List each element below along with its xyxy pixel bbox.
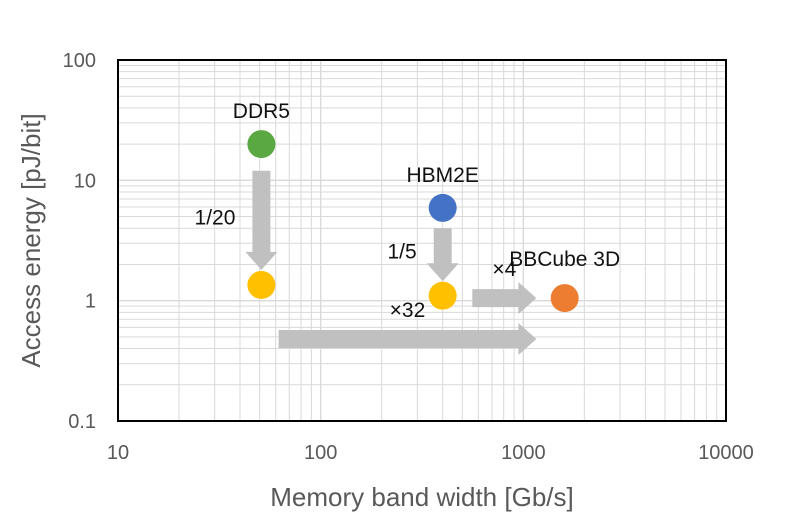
arrow [472,282,537,315]
y-axis-title: Access energy [pJ/bit] [16,113,46,367]
grid [118,60,726,421]
x-tick-label: 10000 [698,442,754,464]
arrow [426,228,459,282]
x-axis-title: Memory band width [Gb/s] [270,482,573,512]
arrow-label: 1/20 [195,206,236,229]
data-point [247,130,276,159]
plot-frame [117,59,727,422]
x-tick-label: 100 [304,442,337,464]
tick-labels: 10 100 1000 10000 0.1 1 10 100 [63,50,754,464]
point-labels: DDR5 HBM2E BBCube 3D [233,100,620,271]
arrow [245,170,278,270]
arrow-label: ×32 [390,299,426,322]
data-point [428,193,457,222]
arrow-label: 1/5 [387,241,416,264]
point-label: HBM2E [407,164,479,187]
point-label: BBCube 3D [509,248,620,271]
y-tick-label: 100 [63,50,96,72]
x-tick-label: 10 [107,442,129,464]
x-tick-label: 1000 [501,442,546,464]
y-tick-label: 1 [85,291,96,313]
arrow [278,323,537,355]
data-point [428,281,457,310]
arrows: 1/20 1/5 ×4 ×32 [195,170,537,355]
data-points [247,130,579,313]
data-point [247,270,276,299]
data-point [550,284,579,313]
y-tick-label: 0.1 [68,411,96,433]
y-tick-label: 10 [74,170,96,192]
arrow-label: ×4 [492,258,516,281]
point-label: DDR5 [233,100,290,123]
